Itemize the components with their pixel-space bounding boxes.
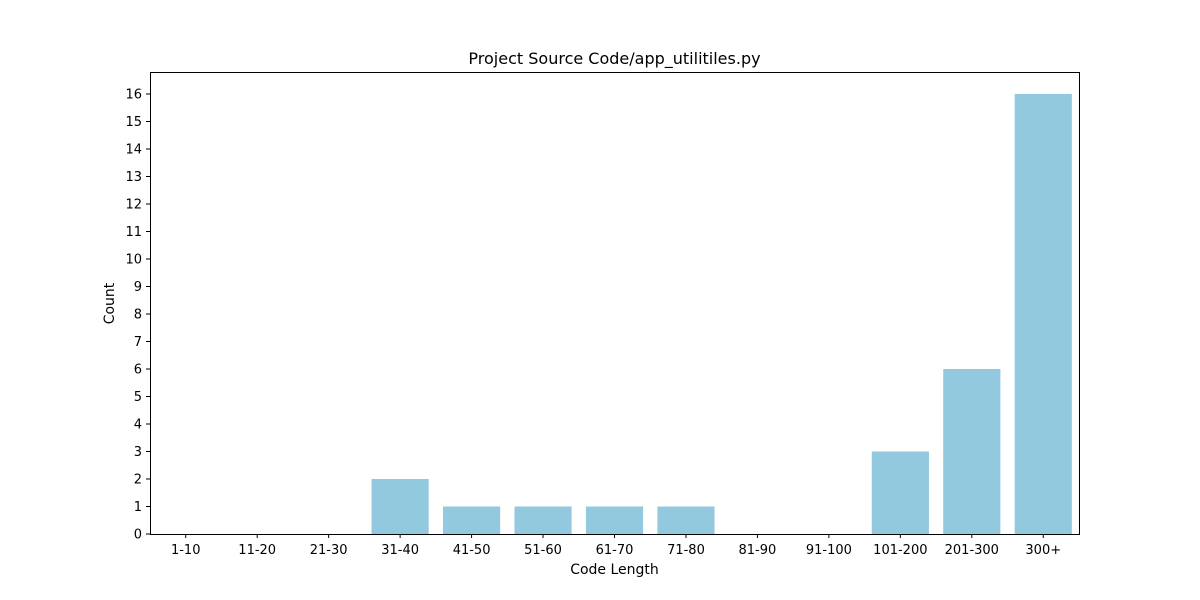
bar-61-70 (585, 506, 644, 534)
x-tick-label: 21-30 (310, 543, 348, 558)
y-tick-label: 9 (134, 280, 142, 295)
x-axis-ticks: 1-10 11-20 21-30 31-40 41-50 51-60 61-70 71-80 8… (171, 534, 1061, 558)
x-tick-label: 51-60 (524, 543, 562, 558)
bar-31-40 (371, 479, 429, 534)
bars-group (371, 94, 1072, 534)
y-tick-label: 8 (134, 308, 142, 323)
bar-41-50 (442, 506, 501, 534)
x-tick-label: 61-70 (596, 543, 634, 558)
bar-71-80 (657, 506, 715, 534)
x-tick-label: 71-80 (667, 543, 705, 558)
x-axis-label: Code Length (570, 562, 659, 578)
y-tick-label: 15 (125, 115, 142, 130)
y-axis-label: Count (102, 282, 118, 324)
x-tick-label: 11-20 (238, 543, 276, 558)
x-tick-label: 41-50 (453, 543, 491, 558)
chart-title: Project Source Code/app_utilitiles.py (468, 49, 760, 69)
y-tick-label: 12 (125, 198, 142, 213)
bar-201-300 (943, 369, 1001, 534)
bar-51-60 (514, 506, 572, 534)
bar-300+ (1014, 94, 1072, 534)
y-tick-label: 4 (134, 418, 142, 433)
y-tick-label: 5 (134, 390, 142, 405)
y-tick-label: 6 (134, 363, 142, 378)
bar-101-200 (871, 451, 929, 534)
x-tick-label: 91-100 (806, 543, 852, 558)
x-tick-label: 300+ (1025, 543, 1061, 558)
y-tick-label: 13 (125, 170, 142, 185)
plot-frame (150, 72, 1080, 535)
y-tick-label: 1 (134, 500, 142, 515)
x-tick-label: 31-40 (381, 543, 419, 558)
y-tick-label: 3 (134, 445, 142, 460)
y-tick-label: 10 (125, 253, 142, 268)
y-tick-label: 7 (134, 335, 142, 350)
x-tick-label: 81-90 (739, 543, 777, 558)
x-tick-label: 101-200 (873, 543, 927, 558)
x-tick-label: 1-10 (171, 543, 201, 558)
x-tick-label: 201-300 (945, 543, 999, 558)
y-tick-label: 0 (134, 528, 142, 543)
y-tick-label: 11 (125, 225, 142, 240)
y-tick-label: 14 (125, 143, 142, 158)
y-tick-label: 2 (134, 473, 142, 488)
y-tick-label: 16 (125, 88, 142, 103)
